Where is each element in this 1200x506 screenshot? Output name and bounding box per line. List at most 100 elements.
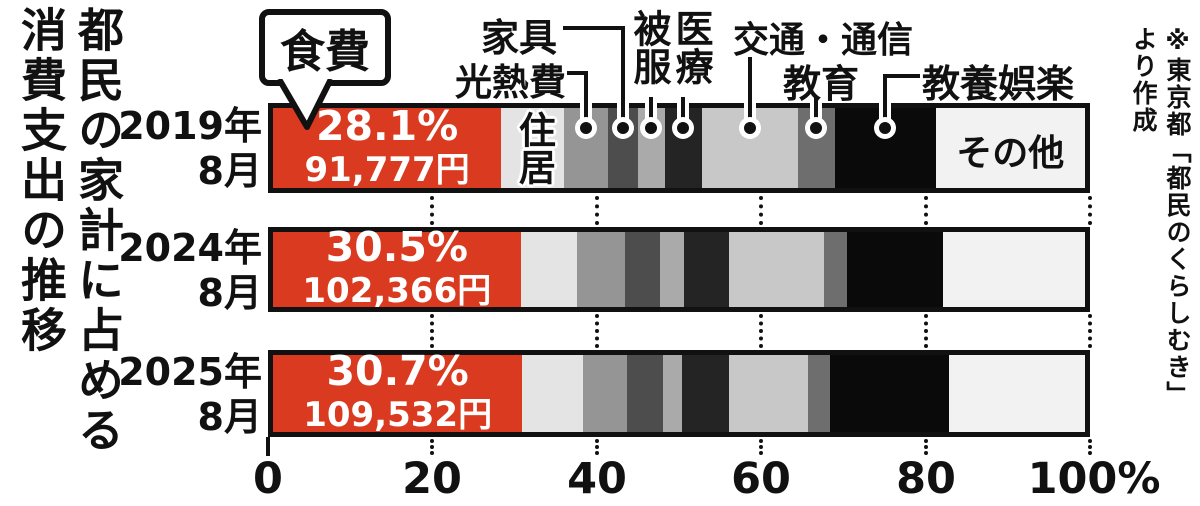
source-note-line1: ※東京都「都民のくらしむき」	[1163, 26, 1192, 408]
row-label-2019-month: 8月	[197, 149, 262, 193]
chart-title-vertical: 都民の家計に占める 消費支出の推移	[12, 6, 126, 502]
source-note-vertical: ※東京都「都民のくらしむき」 より作成	[1126, 26, 1194, 502]
chart-title-line2: 消費支出の推移	[14, 6, 68, 356]
food-share-label-row-1: 28.1% 91,777円	[273, 101, 501, 190]
food-share-percent: 30.5%	[325, 223, 468, 271]
row-label-2019: 2019年 8月	[112, 104, 262, 194]
bar-segment	[935, 108, 1085, 188]
bar-segment	[627, 355, 663, 432]
leader-line-vertical	[620, 26, 625, 128]
food-share-label-row-3: 30.7% 109,532円	[273, 348, 522, 436]
row-label-2025-year: 2025年	[118, 350, 262, 394]
gridline-dotted	[430, 196, 435, 225]
gridline-dotted	[923, 196, 928, 225]
leader-dot	[810, 122, 823, 134]
gridline-dotted	[923, 439, 928, 455]
bar-segment	[829, 355, 949, 432]
stacked-bar-row-3	[268, 350, 1090, 437]
bar-segment	[942, 232, 1085, 307]
annotation-education: 教育	[783, 62, 860, 106]
food-callout-box: 食費	[259, 9, 391, 86]
row-label-2024-month: 8月	[197, 271, 262, 315]
food-share-label-row-2: 30.5% 102,366円	[273, 224, 521, 312]
leader-dot	[677, 122, 690, 134]
bar-segment	[522, 355, 584, 432]
row-label-2024: 2024年 8月	[112, 226, 262, 316]
row-label-2025-month: 8月	[197, 395, 262, 439]
leader-line-horizontal	[885, 74, 920, 78]
leader-line-vertical	[883, 74, 888, 128]
bar-segment	[273, 232, 521, 307]
gridline-dotted	[759, 314, 764, 348]
chart-title-line1: 都民の家計に占める	[71, 6, 125, 456]
leader-dot	[743, 122, 756, 134]
annotation-utilities: 光熱費	[455, 61, 566, 104]
gridline-dotted	[1088, 314, 1092, 348]
bar-segment	[729, 355, 809, 432]
source-note-line2: より作成	[1129, 26, 1158, 134]
bar-segment	[273, 355, 523, 432]
bar-segment	[683, 232, 730, 307]
gridline-dotted	[759, 196, 764, 225]
food-share-percent: 28.1%	[315, 101, 459, 150]
gridline-dotted	[430, 314, 435, 348]
axis-tick-zero	[266, 437, 270, 456]
gridline-dotted	[923, 314, 928, 348]
stacked-bar-row-2	[268, 227, 1090, 312]
gridline-dotted	[430, 439, 435, 455]
row-label-2025: 2025年 8月	[112, 350, 262, 440]
gridline-dotted	[594, 314, 599, 348]
bar-segment	[662, 355, 683, 432]
annotation-furniture: 家具	[481, 16, 558, 60]
bar-segment	[660, 232, 684, 307]
bar-segment	[847, 232, 943, 307]
gridline-dotted	[759, 439, 764, 455]
gridline-dotted	[594, 439, 599, 455]
x-tick-100: 100%	[1027, 454, 1161, 504]
annotation-culture-recreation: 教養娯楽	[922, 62, 1075, 106]
leader-line-vertical	[814, 97, 819, 128]
bar-segment	[682, 355, 730, 432]
bar-segment	[576, 232, 625, 307]
x-tick-80: 80	[896, 454, 956, 504]
x-tick-0: 0	[253, 454, 283, 504]
leader-dot	[616, 122, 629, 134]
leader-line-vertical	[747, 57, 752, 128]
leader-line-vertical	[649, 97, 654, 128]
food-callout-tail	[276, 79, 334, 130]
bar-segment	[729, 232, 824, 307]
gridline-dotted	[594, 196, 599, 225]
row-label-2024-year: 2024年	[118, 226, 262, 270]
x-tick-40: 40	[567, 454, 627, 504]
leader-dot	[580, 122, 593, 134]
bar-segment	[624, 232, 661, 307]
food-amount-yen: 109,532円	[303, 395, 493, 435]
food-share-percent: 30.7%	[326, 347, 469, 395]
gridline-dotted	[1088, 439, 1092, 455]
housing-inline-label: 住居	[512, 111, 556, 185]
gridline-dotted	[1088, 196, 1092, 225]
bar-segment	[808, 355, 830, 432]
leader-line-vertical	[584, 71, 589, 128]
row-label-2019-year: 2019年	[118, 104, 262, 148]
x-tick-20: 20	[402, 454, 462, 504]
annotation-clothing: 被服	[627, 9, 671, 85]
bar-segment	[823, 232, 848, 307]
leader-dot	[879, 122, 892, 134]
leader-line-vertical	[681, 97, 686, 128]
annotation-medical: 医療	[669, 9, 713, 85]
leader-line-horizontal	[563, 26, 623, 30]
leader-line-horizontal	[567, 71, 587, 75]
x-tick-60: 60	[731, 454, 791, 504]
other-inline-label: その他	[956, 133, 1065, 174]
food-amount-yen: 102,366円	[302, 271, 492, 311]
bar-segment	[948, 355, 1085, 432]
leader-dot	[645, 122, 658, 134]
annotation-transport-communication: 交通・通信	[733, 20, 914, 61]
food-amount-yen: 91,777円	[304, 149, 470, 190]
bar-segment	[583, 355, 628, 432]
bar-segment	[501, 108, 564, 188]
bar-segment	[520, 232, 577, 307]
food-callout-label: 食費	[279, 25, 370, 78]
